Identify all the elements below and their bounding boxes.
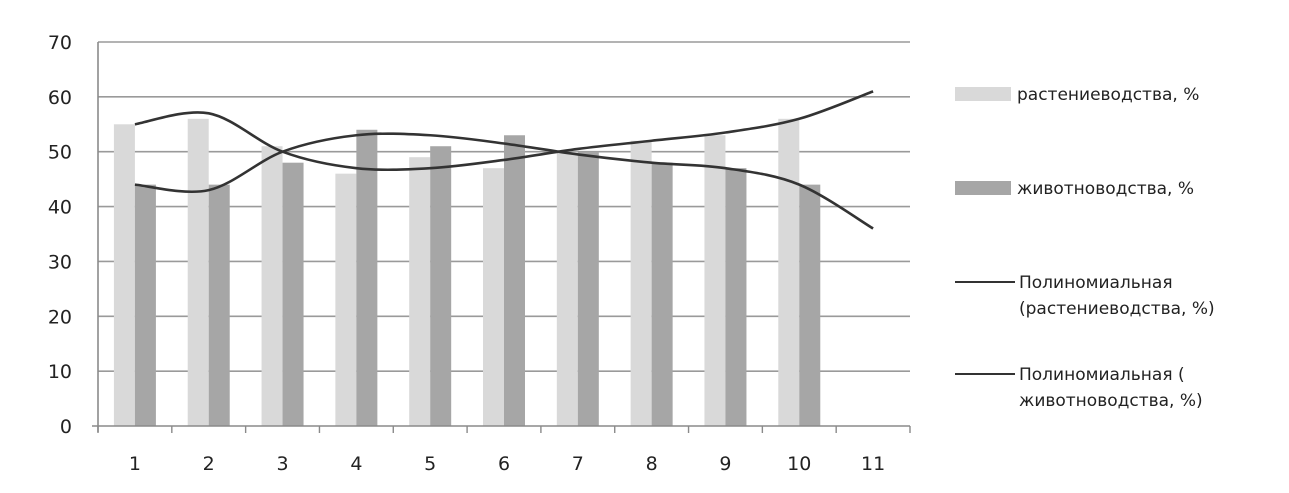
bar-livestock: [725, 168, 747, 426]
legend-swatch-trend-livestock: [955, 373, 1015, 375]
bar-crop: [778, 118, 800, 427]
x-tick-label: 3: [276, 453, 288, 475]
bar-livestock: [577, 151, 599, 426]
x-tick-label: 4: [350, 453, 362, 475]
x-tick-label: 7: [572, 453, 584, 475]
bar-livestock: [282, 162, 304, 426]
trendline-layer: [134, 90, 874, 230]
x-tick-label: 6: [498, 453, 510, 475]
legend-swatch-livestock: [955, 181, 1011, 195]
y-tick-label: 50: [48, 142, 72, 164]
legend-swatch-crop: [955, 87, 1011, 101]
bar-livestock: [208, 184, 230, 426]
legend-label-trend-livestock: Полиномиальная ( животноводства, %): [1019, 365, 1203, 411]
bar-crop: [483, 168, 504, 426]
axis-layer: 0 10 20 30 40 50 60 70 1 2 3 4 5 6 7 8 9 10 11: [48, 32, 911, 475]
bar-crop: [556, 151, 578, 426]
legend-swatch-trend-crop: [955, 281, 1015, 283]
bar-livestock: [651, 162, 673, 426]
y-tick-label: 20: [48, 306, 72, 328]
x-tick-label: 5: [424, 453, 436, 475]
bar-livestock: [799, 184, 821, 426]
x-tick-label: 9: [719, 453, 731, 475]
trendline-crop: [134, 90, 874, 172]
x-tick-label: 2: [203, 453, 215, 475]
legend-item-trend-crop: Полиномиальная (растениеводства, %): [955, 270, 1279, 322]
legend-item-livestock: животноводства, %: [955, 176, 1277, 202]
x-tick-label: 1: [129, 453, 141, 475]
legend-item-trend-livestock: Полиномиальная ( животноводства, %): [955, 362, 1279, 414]
x-tick-label: 8: [646, 453, 658, 475]
bar-livestock: [430, 146, 452, 426]
legend-label-livestock: животноводства, %: [1017, 179, 1195, 199]
y-tick-label: 70: [48, 32, 72, 54]
y-tick-label: 30: [48, 251, 72, 273]
bar-crop: [335, 173, 357, 426]
y-tick-label: 60: [48, 87, 72, 109]
legend-item-crop: растениеводства, %: [955, 82, 1277, 108]
x-tick-label: 10: [787, 453, 811, 475]
y-tick-label: 40: [48, 197, 72, 219]
bar-crop: [409, 157, 431, 426]
bar-layer: [113, 118, 821, 427]
bar-livestock: [356, 129, 378, 426]
bar-livestock: [504, 135, 525, 426]
y-tick-label: 10: [48, 361, 72, 383]
legend-label-crop: растениеводства, %: [1017, 85, 1200, 105]
bar-crop: [261, 146, 283, 426]
x-tick-label: 11: [861, 453, 885, 475]
y-tick-label: 0: [60, 416, 72, 438]
bar-livestock: [134, 184, 156, 426]
legend-label-trend-crop: Полиномиальная (растениеводства, %): [1019, 273, 1215, 319]
bar-crop: [630, 140, 652, 426]
bar-crop: [704, 135, 726, 426]
trendline-livestock: [134, 132, 874, 230]
bar-crop: [113, 124, 135, 427]
bar-crop: [187, 118, 209, 427]
